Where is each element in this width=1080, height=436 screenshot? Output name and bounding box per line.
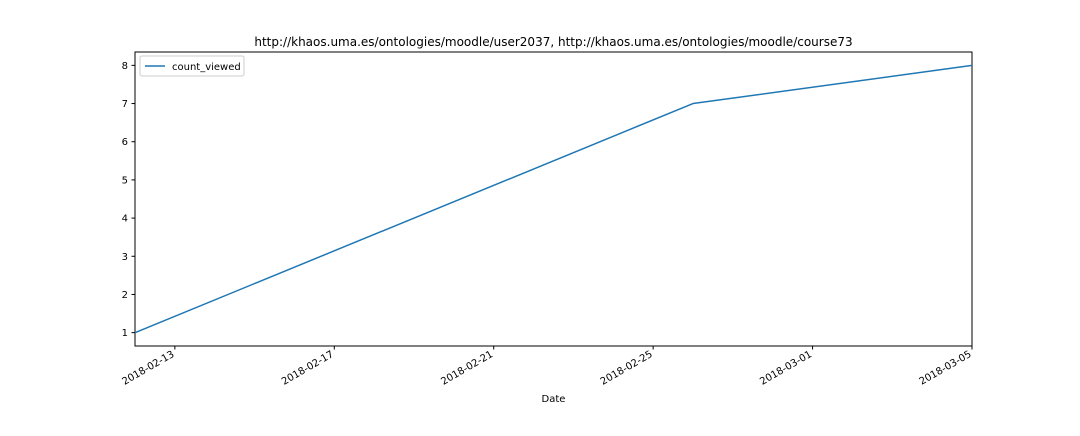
y-tick-label: 4 [122, 214, 128, 225]
x-tick-label: 2018-03-05 [918, 349, 974, 388]
y-tick-label: 7 [122, 99, 128, 110]
y-axis: 1 2 3 4 5 6 7 8 [122, 61, 135, 339]
series-layer [134, 64, 973, 334]
x-axis: 2018-02-13 2018-02-17 2018-02-21 2018-02-25… [121, 346, 974, 388]
x-tick-label: 2018-02-21 [439, 349, 495, 388]
chart-title: http://khaos.uma.es/ontologies/moodle/us… [254, 35, 852, 49]
y-tick-label: 8 [122, 61, 128, 72]
x-tick-label: 2018-03-01 [758, 349, 814, 388]
x-tick-label: 2018-02-17 [280, 349, 336, 388]
y-tick-label: 5 [122, 175, 128, 186]
series-line-count_viewed [134, 64, 973, 334]
x-tick-label: 2018-02-25 [599, 349, 655, 388]
plot-area [134, 51, 973, 347]
x-axis-label: Date [542, 394, 566, 405]
legend: count_viewed [139, 55, 245, 77]
y-tick-label: 6 [122, 137, 128, 148]
legend-label: count_viewed [172, 62, 241, 73]
x-tick-label: 2018-02-13 [121, 349, 177, 388]
legend-box [139, 55, 245, 77]
y-tick-label: 3 [122, 252, 128, 263]
y-tick-label: 2 [122, 290, 128, 301]
y-tick-label: 1 [122, 328, 128, 339]
